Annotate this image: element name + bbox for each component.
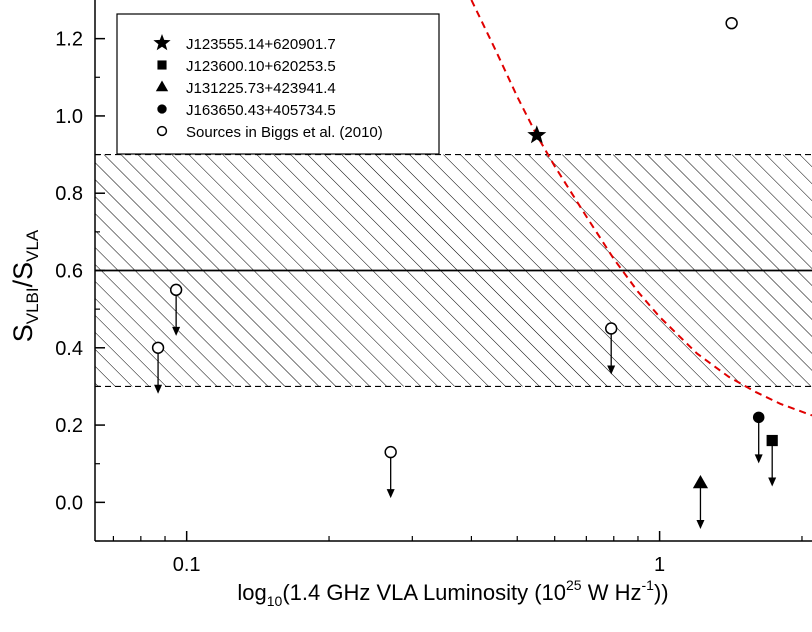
- arrow-head: [607, 365, 616, 375]
- reference-band: [95, 153, 812, 388]
- data-points: [151, 16, 778, 530]
- y-tick-label: 1.2: [55, 29, 83, 51]
- fit-curve: [470, 0, 812, 417]
- y-tick-label: 1.0: [55, 106, 83, 128]
- filled-circle-marker: [752, 411, 765, 424]
- legend-label: J123555.14+620901.7: [186, 36, 336, 53]
- arrow-head: [172, 326, 181, 336]
- y-tick-label: 0.4: [55, 338, 83, 360]
- x-axis-label: log10(1.4 GHz VLA Luminosity (1025 W Hz-…: [237, 577, 668, 609]
- star-marker: [153, 34, 171, 51]
- open-circle-marker: [384, 445, 397, 459]
- arrow-head: [154, 384, 163, 394]
- legend-label: J123600.10+620253.5: [186, 58, 336, 75]
- y-tick-label: 0.6: [55, 261, 83, 283]
- open-circle-marker: [151, 341, 165, 354]
- filled-circle-marker: [157, 104, 167, 114]
- y-tick-label: 0.0: [55, 492, 83, 514]
- y-tick-label: 0.8: [55, 183, 83, 205]
- y-axis-label: SVLBI/SVLA: [8, 229, 42, 342]
- legend-label: Sources in Biggs et al. (2010): [186, 124, 383, 141]
- x-tick-label: 0.1: [173, 554, 201, 576]
- star-marker: [527, 125, 547, 144]
- x-tick-label: 1: [654, 554, 665, 576]
- square-marker: [766, 434, 778, 447]
- legend: J123555.14+620901.7 J123600.10+620253.5 J1…: [116, 13, 440, 155]
- open-circle-marker: [156, 125, 168, 137]
- open-circle-marker: [725, 16, 738, 30]
- arrow-head: [386, 489, 395, 499]
- legend-label: J131225.73+423941.4: [186, 80, 336, 97]
- triangle-marker: [692, 475, 709, 489]
- open-circle-marker: [169, 283, 183, 297]
- legend-box: [116, 13, 440, 155]
- open-circle-marker: [605, 322, 618, 335]
- arrow-head: [696, 520, 705, 530]
- fit-curve-line: [470, 0, 812, 417]
- axes: 0.0 0.2 0.4 0.6 0.8 1.0 1.2 0.1 1: [55, 0, 812, 576]
- arrow-head: [768, 477, 777, 487]
- legend-label: J163650.43+405734.5: [186, 102, 336, 119]
- y-tick-label: 0.2: [55, 415, 83, 437]
- triangle-marker: [155, 80, 169, 92]
- arrow-head: [754, 454, 763, 464]
- square-marker: [157, 60, 167, 70]
